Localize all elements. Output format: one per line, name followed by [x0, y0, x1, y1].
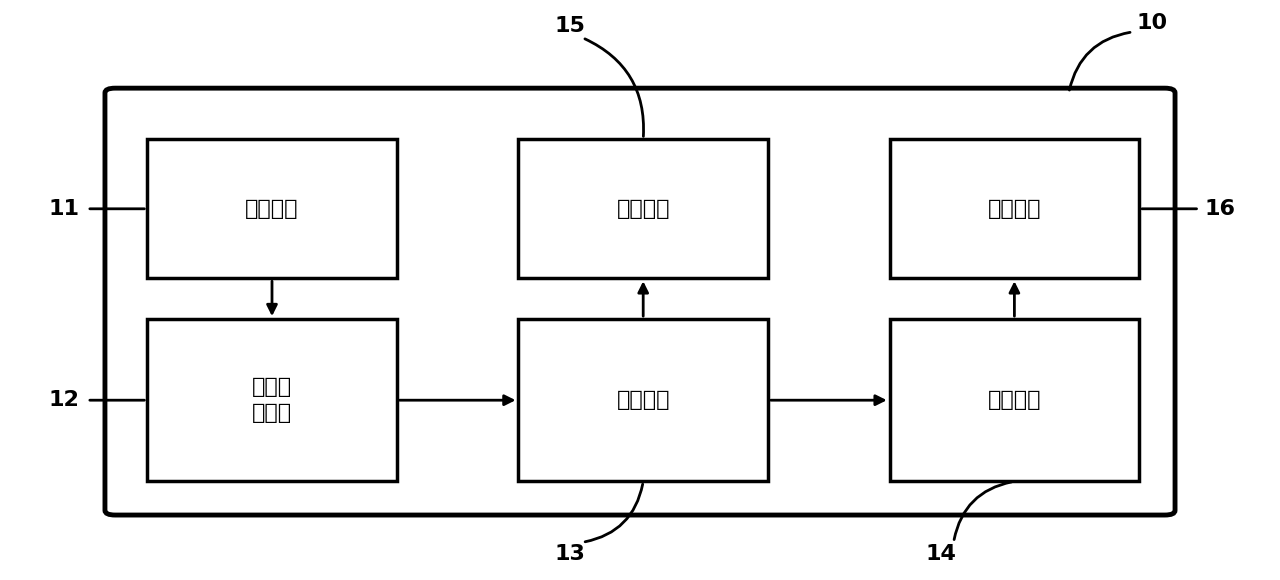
Bar — [518, 319, 768, 481]
Bar — [890, 319, 1139, 481]
Text: 转换模组: 转换模组 — [617, 390, 669, 410]
Text: 13: 13 — [554, 544, 585, 564]
Text: 控制模组: 控制模组 — [246, 199, 298, 219]
Text: 14: 14 — [925, 544, 956, 564]
Text: 15: 15 — [554, 16, 585, 36]
Bar — [518, 139, 768, 278]
Bar — [147, 139, 397, 278]
Text: 温度感
测模组: 温度感 测模组 — [252, 377, 292, 423]
Text: 10: 10 — [1137, 13, 1167, 33]
Text: 12: 12 — [49, 390, 79, 410]
Bar — [147, 319, 397, 481]
Text: 存储模组: 存储模组 — [617, 199, 669, 219]
Text: 16: 16 — [1204, 199, 1235, 219]
Text: 11: 11 — [49, 199, 79, 219]
Text: 提示模组: 提示模组 — [988, 199, 1041, 219]
FancyBboxPatch shape — [105, 88, 1175, 515]
Text: 判断模组: 判断模组 — [988, 390, 1041, 410]
Bar — [890, 139, 1139, 278]
